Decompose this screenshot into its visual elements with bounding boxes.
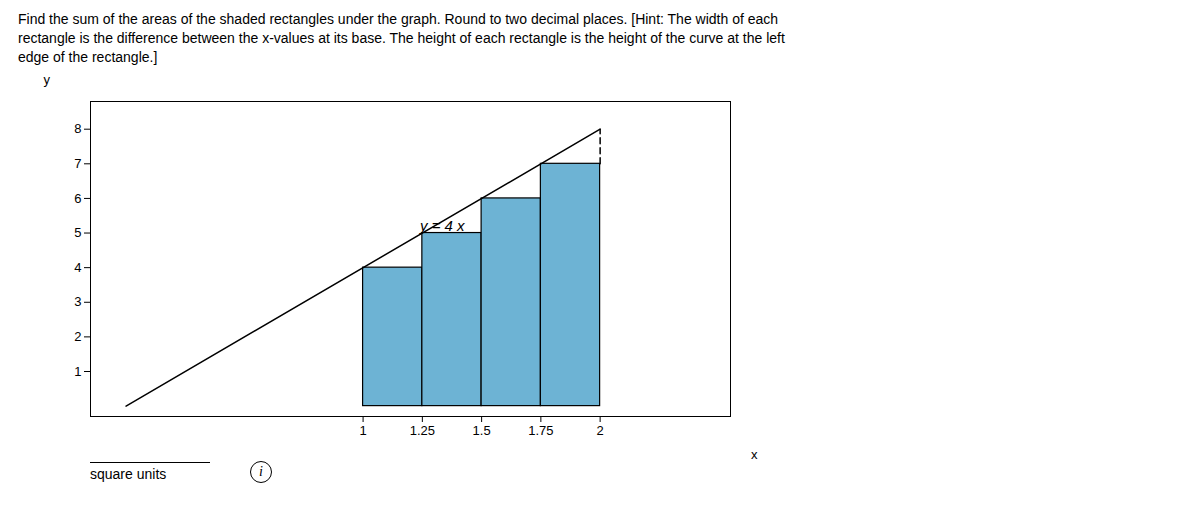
svg-text:2: 2 [74,329,81,344]
svg-text:3: 3 [74,294,81,309]
html-text:square units: square units [90,465,167,482]
svg-text:7: 7 [74,156,81,171]
svg-text:x: x [751,446,758,461]
svg-text:y: y [44,71,51,86]
svg-text:4: 4 [74,259,81,274]
svg-text:5: 5 [74,225,81,240]
svg-text:y = 4 x: y = 4 x [419,217,465,234]
svg-text:1: 1 [74,363,81,378]
svg-text:1.25: 1.25 [410,422,435,437]
svg-text:8: 8 [74,121,81,136]
svg-text:6: 6 [74,190,81,205]
svg-text:2: 2 [597,422,604,437]
svg-text:1.5: 1.5 [473,422,491,437]
svg-text:1.75: 1.75 [528,422,553,437]
svg-text:1: 1 [359,422,366,437]
html-text:Find the sum of the areas of t: Find the sum of the areas of the shaded … [18,11,785,65]
html-text:i: i [259,463,263,479]
